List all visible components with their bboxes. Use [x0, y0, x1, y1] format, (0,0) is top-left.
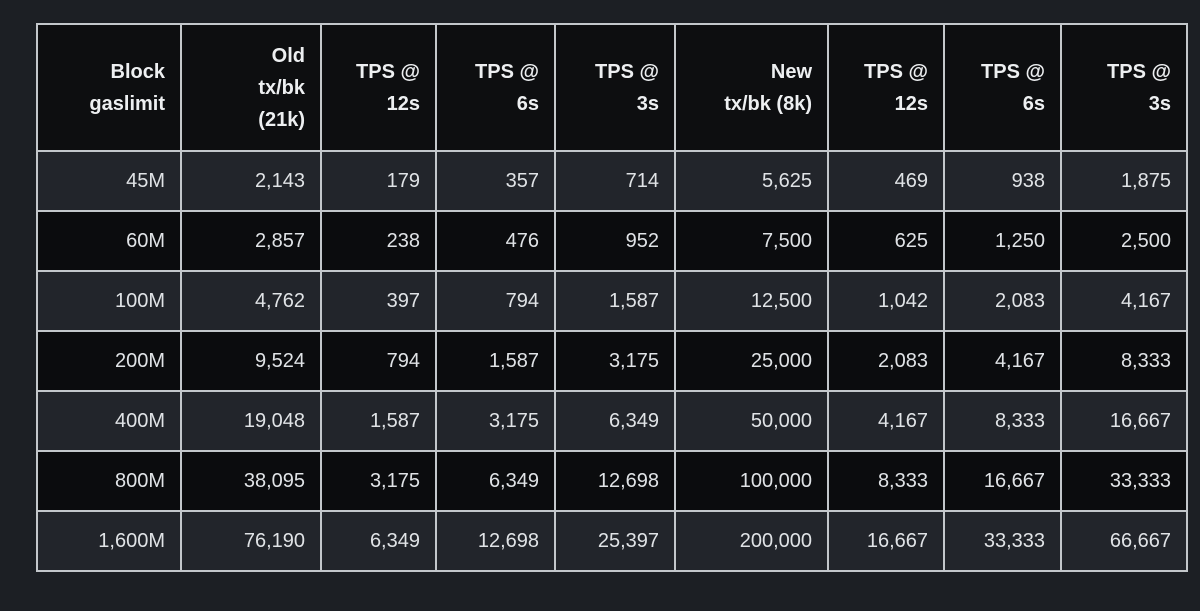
- table-row-200m: 200M 9,524 794 1,587 3,175 25,000 2,083 …: [36, 330, 1188, 392]
- value-cell: 6,349: [320, 510, 437, 572]
- value-cell: 3,175: [320, 450, 437, 512]
- value-cell: 12,500: [674, 270, 829, 332]
- value-cell: 794: [435, 270, 556, 332]
- value-cell: 38,095: [180, 450, 322, 512]
- value-cell: 8,333: [943, 390, 1062, 452]
- col-header-new-tps-6s: TPS @ 6s: [943, 23, 1062, 152]
- header-row: Block gaslimit Old tx/bk (21k) TPS @ 12s…: [36, 23, 1188, 152]
- value-cell: 357: [435, 150, 556, 212]
- table-row-60m: 60M 2,857 238 476 952 7,500 625 1,250 2,…: [36, 210, 1188, 272]
- value-cell: 952: [554, 210, 676, 272]
- value-cell: 794: [320, 330, 437, 392]
- table-row-1600m: 1,600M 76,190 6,349 12,698 25,397 200,00…: [36, 510, 1188, 572]
- table-row-100m: 100M 4,762 397 794 1,587 12,500 1,042 2,…: [36, 270, 1188, 332]
- value-cell: 397: [320, 270, 437, 332]
- value-cell: 100,000: [674, 450, 829, 512]
- value-cell: 6,349: [554, 390, 676, 452]
- value-cell: 19,048: [180, 390, 322, 452]
- col-header-new-txbk-8k: New tx/bk (8k): [674, 23, 829, 152]
- value-cell: 76,190: [180, 510, 322, 572]
- value-cell: 1,587: [435, 330, 556, 392]
- value-cell: 16,667: [943, 450, 1062, 512]
- value-cell: 1,587: [554, 270, 676, 332]
- value-cell: 33,333: [943, 510, 1062, 572]
- col-header-old-tps-3s: TPS @ 3s: [554, 23, 676, 152]
- table-row-45m: 45M 2,143 179 357 714 5,625 469 938 1,87…: [36, 150, 1188, 212]
- value-cell: 16,667: [1060, 390, 1188, 452]
- value-cell: 4,167: [943, 330, 1062, 392]
- value-cell: 1,042: [827, 270, 945, 332]
- tps-table: Block gaslimit Old tx/bk (21k) TPS @ 12s…: [36, 23, 1188, 572]
- value-cell: 2,083: [943, 270, 1062, 332]
- value-cell: 6,349: [435, 450, 556, 512]
- value-cell: 5,625: [674, 150, 829, 212]
- value-cell: 7,500: [674, 210, 829, 272]
- value-cell: 2,500: [1060, 210, 1188, 272]
- value-cell: 1,875: [1060, 150, 1188, 212]
- col-header-block-gaslimit: Block gaslimit: [36, 23, 182, 152]
- value-cell: 938: [943, 150, 1062, 212]
- value-cell: 179: [320, 150, 437, 212]
- value-cell: 12,698: [435, 510, 556, 572]
- value-cell: 25,397: [554, 510, 676, 572]
- value-cell: 8,333: [1060, 330, 1188, 392]
- row-header-cell: 800M: [36, 450, 182, 512]
- row-header-cell: 400M: [36, 390, 182, 452]
- col-header-new-tps-12s: TPS @ 12s: [827, 23, 945, 152]
- row-header-cell: 45M: [36, 150, 182, 212]
- col-header-old-tps-12s: TPS @ 12s: [320, 23, 437, 152]
- value-cell: 2,143: [180, 150, 322, 212]
- row-header-cell: 200M: [36, 330, 182, 392]
- value-cell: 469: [827, 150, 945, 212]
- value-cell: 1,587: [320, 390, 437, 452]
- value-cell: 50,000: [674, 390, 829, 452]
- value-cell: 9,524: [180, 330, 322, 392]
- value-cell: 12,698: [554, 450, 676, 512]
- table-row-400m: 400M 19,048 1,587 3,175 6,349 50,000 4,1…: [36, 390, 1188, 452]
- value-cell: 25,000: [674, 330, 829, 392]
- col-header-old-txbk-21k: Old tx/bk (21k): [180, 23, 322, 152]
- value-cell: 2,083: [827, 330, 945, 392]
- value-cell: 3,175: [554, 330, 676, 392]
- value-cell: 1,250: [943, 210, 1062, 272]
- row-header-cell: 1,600M: [36, 510, 182, 572]
- value-cell: 625: [827, 210, 945, 272]
- value-cell: 4,167: [1060, 270, 1188, 332]
- value-cell: 8,333: [827, 450, 945, 512]
- value-cell: 66,667: [1060, 510, 1188, 572]
- row-header-cell: 60M: [36, 210, 182, 272]
- value-cell: 3,175: [435, 390, 556, 452]
- value-cell: 4,167: [827, 390, 945, 452]
- value-cell: 16,667: [827, 510, 945, 572]
- col-header-old-tps-6s: TPS @ 6s: [435, 23, 556, 152]
- value-cell: 714: [554, 150, 676, 212]
- value-cell: 238: [320, 210, 437, 272]
- value-cell: 476: [435, 210, 556, 272]
- row-header-cell: 100M: [36, 270, 182, 332]
- value-cell: 2,857: [180, 210, 322, 272]
- value-cell: 200,000: [674, 510, 829, 572]
- value-cell: 33,333: [1060, 450, 1188, 512]
- value-cell: 4,762: [180, 270, 322, 332]
- table-row-800m: 800M 38,095 3,175 6,349 12,698 100,000 8…: [36, 450, 1188, 512]
- col-header-new-tps-3s: TPS @ 3s: [1060, 23, 1188, 152]
